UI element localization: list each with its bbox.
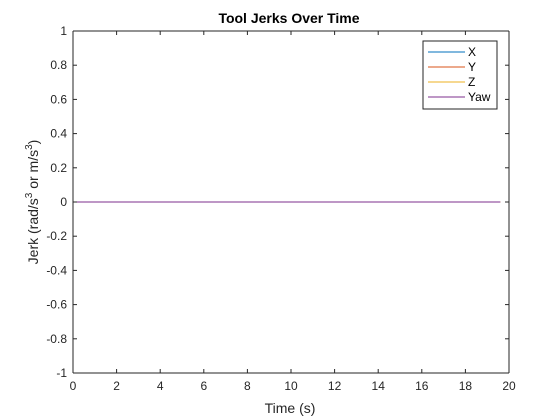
x-tick-label: 6 xyxy=(200,379,207,393)
y-tick-label: 0.6 xyxy=(50,92,67,106)
legend-label: Z xyxy=(468,75,475,89)
x-tick-label: 4 xyxy=(157,379,164,393)
y-tick-label: 0.8 xyxy=(50,58,67,72)
x-tick-label: 14 xyxy=(372,379,386,393)
y-tick-label: -1 xyxy=(56,366,67,380)
x-tick-label: 12 xyxy=(328,379,342,393)
x-tick-label: 20 xyxy=(502,379,516,393)
y-tick-label: -0.8 xyxy=(46,332,67,346)
legend-label: X xyxy=(468,45,476,59)
x-ticks: 0 2 4 6 8 10 12 14 16 18 20 xyxy=(70,31,516,393)
x-tick-label: 18 xyxy=(459,379,473,393)
x-tick-label: 16 xyxy=(415,379,429,393)
x-tick-label: 0 xyxy=(70,379,77,393)
x-tick-label: 10 xyxy=(284,379,298,393)
y-tick-label: 0.4 xyxy=(50,127,67,141)
y-tick-label: 0.2 xyxy=(50,161,67,175)
y-axis-label: Jerk (rad/s3 or m/s3) xyxy=(24,140,41,265)
legend-label: Yaw xyxy=(468,90,491,104)
y-tick-label: -0.2 xyxy=(46,229,67,243)
chart-title: Tool Jerks Over Time xyxy=(218,10,359,26)
x-tick-label: 2 xyxy=(113,379,120,393)
y-tick-label: -0.6 xyxy=(46,298,67,312)
y-tick-label: -0.4 xyxy=(46,263,67,277)
x-tick-label: 8 xyxy=(244,379,251,393)
y-ticks: -1 -0.8 -0.6 -0.4 -0.2 0 0.2 0.4 0.6 0.8 1 xyxy=(46,24,509,380)
y-tick-label: 0 xyxy=(60,195,67,209)
legend-label: Y xyxy=(468,60,476,74)
y-tick-label: 1 xyxy=(60,24,67,38)
x-axis-label: Time (s) xyxy=(265,400,316,416)
